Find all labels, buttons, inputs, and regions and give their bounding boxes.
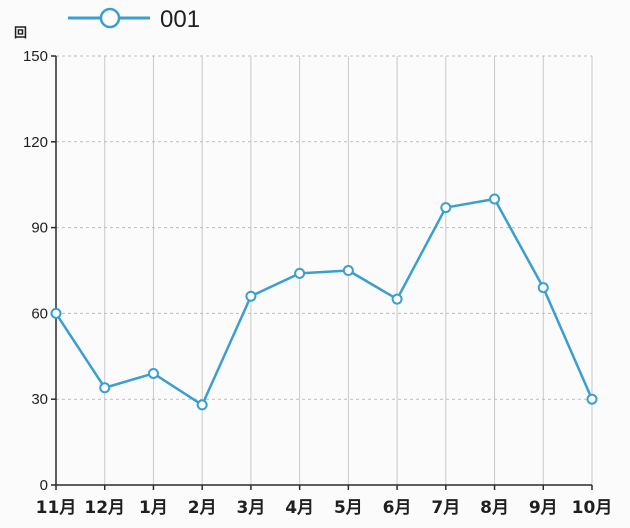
y-tick-label: 60 — [31, 305, 48, 322]
data-point — [391, 293, 403, 305]
x-tick-label: 5月 — [334, 498, 363, 518]
legend: 001 — [68, 6, 200, 33]
data-point — [440, 202, 452, 214]
data-point — [586, 393, 598, 405]
y-tick-label: 120 — [23, 134, 48, 151]
y-tick-label: 0 — [40, 477, 48, 494]
x-tick-label: 3月 — [236, 498, 265, 518]
y-axis-unit-label: 回 — [14, 26, 27, 41]
legend-marker-swatch — [99, 7, 121, 29]
x-tick-label: 6月 — [383, 498, 412, 518]
x-tick-label: 4月 — [285, 498, 314, 518]
y-tick-label: 150 — [23, 48, 48, 65]
x-ticks: 11月 12月 1月 2月 3月 4月 5月 6月 7月 8月 9月 10月 — [36, 485, 613, 518]
data-point — [99, 382, 111, 394]
x-tick-label: 2月 — [188, 498, 217, 518]
x-tick-label: 12月 — [84, 498, 125, 518]
data-point — [50, 307, 62, 319]
data-point — [342, 265, 354, 276]
grid-lines — [56, 55, 593, 485]
data-point — [537, 282, 549, 294]
x-tick-label: 8月 — [480, 498, 509, 518]
data-point — [196, 399, 208, 411]
series-line — [54, 197, 594, 407]
data-point — [245, 290, 257, 302]
data-point — [147, 367, 159, 379]
data-point — [489, 193, 501, 205]
axes — [55, 56, 592, 486]
x-tick-label: 10月 — [572, 498, 613, 518]
x-tick-label: 9月 — [529, 498, 558, 518]
x-tick-label: 7月 — [431, 498, 460, 518]
x-tick-label: 1月 — [139, 498, 168, 518]
y-ticks: 0 30 60 90 120 150 — [23, 48, 56, 494]
y-tick-label: 30 — [31, 391, 48, 408]
y-tick-label: 90 — [31, 220, 48, 237]
x-tick-label: 11月 — [36, 498, 77, 518]
legend-label: 001 — [160, 6, 200, 33]
series-001 — [50, 193, 598, 411]
data-point — [294, 267, 306, 279]
